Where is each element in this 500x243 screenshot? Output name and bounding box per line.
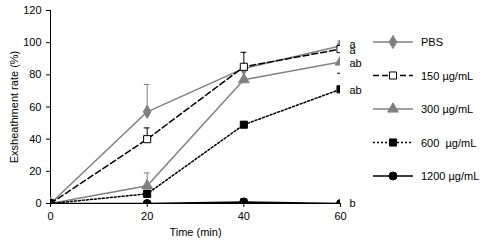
svg-text:0: 0 — [35, 197, 41, 209]
svg-text:150 µg/mL: 150 µg/mL — [421, 70, 473, 82]
svg-text:40: 40 — [29, 133, 41, 145]
svg-text:20: 20 — [141, 210, 153, 222]
svg-text:300 µg/mL: 300 µg/mL — [421, 103, 473, 115]
svg-text:600 µg/mL: 600 µg/mL — [421, 137, 476, 149]
svg-text:Time (min): Time (min) — [169, 226, 221, 238]
svg-text:40: 40 — [238, 210, 250, 222]
svg-text:100: 100 — [23, 36, 41, 48]
svg-text:ab: ab — [350, 84, 362, 96]
svg-text:80: 80 — [29, 68, 41, 80]
svg-text:b: b — [350, 197, 356, 209]
svg-text:ab: ab — [350, 57, 362, 69]
svg-text:a: a — [350, 44, 357, 56]
svg-text:60: 60 — [334, 210, 346, 222]
svg-text:20: 20 — [29, 165, 41, 177]
svg-text:120: 120 — [23, 4, 41, 16]
svg-text:60: 60 — [29, 101, 41, 113]
svg-text:Exsheathment rate (%): Exsheathment rate (%) — [8, 51, 20, 164]
svg-text:0: 0 — [47, 210, 53, 222]
svg-text:1200 µg/mL: 1200 µg/mL — [421, 170, 479, 182]
svg-text:PBS: PBS — [421, 36, 443, 48]
